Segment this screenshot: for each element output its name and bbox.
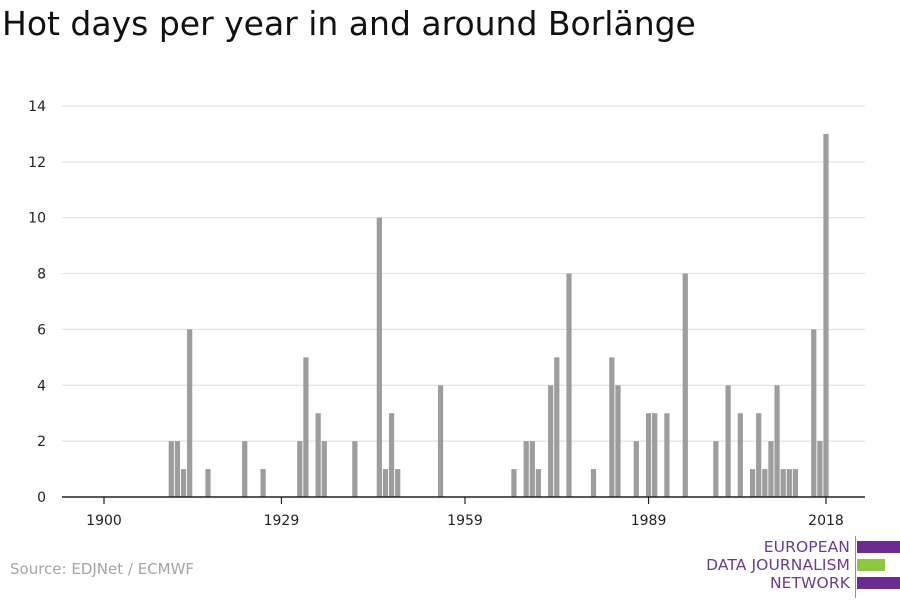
bar-1914 bbox=[187, 329, 193, 497]
bar-1946 bbox=[382, 469, 389, 497]
bar-1990 bbox=[652, 413, 658, 497]
gridlines bbox=[62, 105, 865, 442]
logo-line-2: DATA JOURNALISM bbox=[706, 556, 850, 574]
bar-2002 bbox=[725, 385, 731, 497]
bar-1932 bbox=[297, 441, 303, 497]
x-tick-label-2018: 2018 bbox=[808, 513, 844, 529]
bar-1992 bbox=[664, 413, 670, 497]
bar-1995 bbox=[682, 273, 688, 497]
logo-divider bbox=[855, 536, 856, 598]
bar-1947 bbox=[388, 413, 395, 497]
bar-1911 bbox=[168, 441, 174, 497]
x-tick-label-1989: 1989 bbox=[631, 513, 667, 529]
bar-1913 bbox=[180, 469, 187, 497]
bar-1976 bbox=[566, 273, 572, 497]
bar-2012 bbox=[786, 469, 792, 497]
bar-2007 bbox=[756, 413, 762, 497]
y-axis-tick-labels: 0 2 4 6 8 10 12 14 bbox=[28, 99, 46, 506]
bar-1989 bbox=[645, 413, 652, 497]
bar-1973 bbox=[548, 385, 554, 497]
logo-bar-green bbox=[857, 559, 885, 571]
logo-bar-purple-bottom bbox=[857, 577, 900, 589]
bar-1933 bbox=[303, 357, 309, 497]
bar-chart: 0 2 4 6 8 10 12 14 1900 1929 1959 1989 2018 bbox=[28, 99, 865, 529]
logo-line-3: NETWORK bbox=[769, 574, 850, 592]
bar-1980 bbox=[590, 469, 597, 497]
y-tick-label-8: 8 bbox=[37, 267, 46, 283]
y-tick-label-10: 10 bbox=[28, 211, 46, 227]
bar-1969 bbox=[523, 441, 529, 497]
bar-1987 bbox=[633, 441, 639, 497]
y-tick-label-12: 12 bbox=[28, 155, 46, 171]
bar-1945 bbox=[376, 217, 382, 497]
y-tick-label-2: 2 bbox=[37, 434, 46, 450]
bar-2006 bbox=[749, 469, 756, 497]
bar-2016 bbox=[811, 329, 817, 497]
bar-1917 bbox=[205, 469, 211, 497]
bar-1971 bbox=[535, 469, 542, 497]
bar-2017 bbox=[817, 441, 823, 497]
bar-1935 bbox=[315, 413, 321, 497]
logo-line-1: EUROPEAN bbox=[763, 538, 850, 556]
y-tick-label-6: 6 bbox=[37, 322, 46, 338]
bar-2009 bbox=[768, 441, 774, 497]
bar-2008 bbox=[762, 469, 768, 497]
bar-2013 bbox=[792, 469, 799, 497]
x-axis-ticks: 1900 1929 1959 1989 2018 bbox=[86, 497, 844, 529]
edjnet-logo: EUROPEAN DATA JOURNALISM NETWORK bbox=[690, 536, 900, 598]
y-tick-label-0: 0 bbox=[37, 490, 46, 506]
bar-1941 bbox=[352, 441, 358, 497]
bar-2004 bbox=[737, 413, 743, 497]
bar-1955 bbox=[437, 385, 444, 497]
bar-1936 bbox=[321, 441, 327, 497]
logo-bar-purple-top bbox=[857, 541, 900, 553]
bar-1974 bbox=[554, 357, 560, 497]
bar-1983 bbox=[609, 357, 615, 497]
bar-1923 bbox=[242, 441, 248, 497]
bar-1912 bbox=[174, 441, 181, 497]
bars bbox=[168, 133, 829, 497]
chart-title: Hot days per year in and around Borlänge bbox=[2, 4, 696, 43]
x-tick-label-1929: 1929 bbox=[264, 513, 300, 529]
bar-1967 bbox=[511, 469, 517, 497]
bar-1984 bbox=[615, 385, 621, 497]
y-tick-label-4: 4 bbox=[37, 378, 46, 394]
bar-1948 bbox=[395, 469, 401, 497]
bar-2000 bbox=[713, 441, 719, 497]
bar-1926 bbox=[260, 469, 266, 497]
bar-2018 bbox=[823, 133, 829, 497]
bar-2010 bbox=[774, 385, 780, 497]
y-tick-label-14: 14 bbox=[28, 99, 46, 115]
x-tick-label-1959: 1959 bbox=[447, 513, 483, 529]
source-note: Source: EDJNet / ECMWF bbox=[10, 560, 195, 578]
bar-1970 bbox=[529, 441, 535, 497]
x-tick-label-1900: 1900 bbox=[86, 513, 122, 529]
bar-2011 bbox=[780, 469, 786, 497]
